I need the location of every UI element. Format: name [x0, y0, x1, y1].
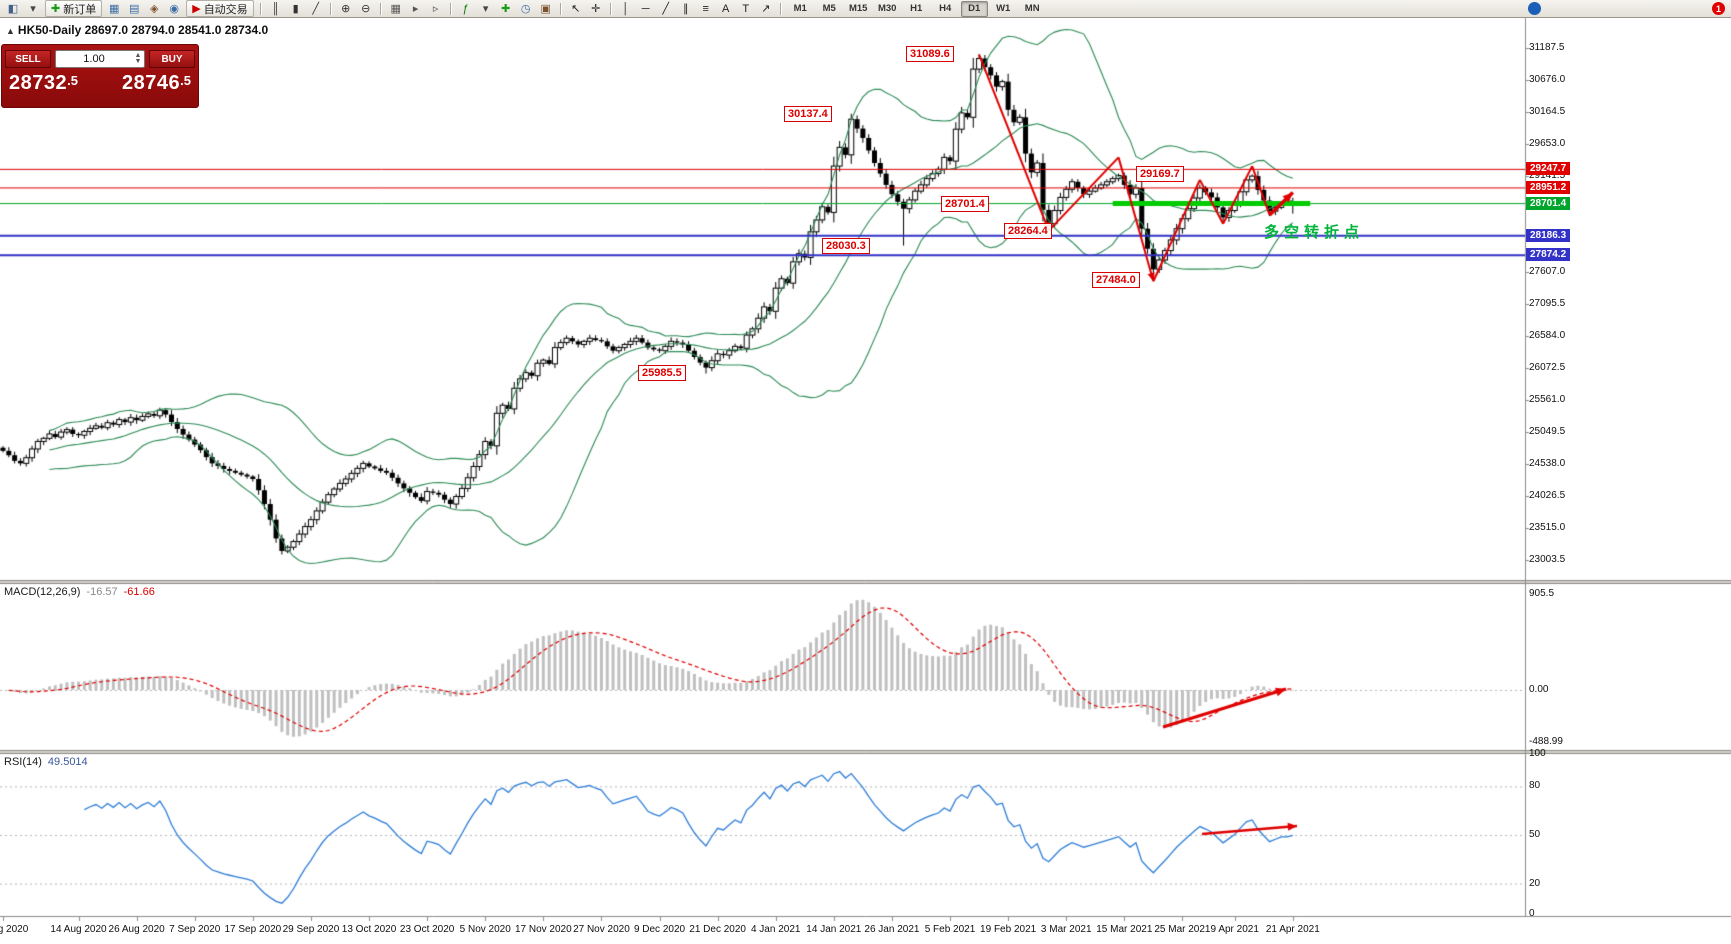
new-order-button[interactable]: ✚ 新订单: [45, 0, 103, 17]
timeframe-button-d1[interactable]: D1: [960, 0, 988, 17]
rsi-indicator-label: RSI(14) 49.5014: [4, 756, 88, 768]
volume-field[interactable]: ▲▼: [55, 50, 145, 68]
timeframe-button-m15[interactable]: M15: [848, 3, 868, 14]
price-label-annotation[interactable]: 28030.3: [822, 238, 870, 254]
chart-symbol-header: ▲ HK50-Daily 28697.0 28794.0 28541.0 2873…: [6, 23, 268, 37]
price-label-annotation[interactable]: 27484.0: [1092, 272, 1140, 288]
auto-scroll-icon[interactable]: ▸: [412, 3, 419, 15]
period-selector-icon[interactable]: ◷: [520, 3, 531, 15]
candlestick-chart-icon[interactable]: ▮: [292, 3, 299, 15]
chart-list-dropdown-icon[interactable]: ▾: [30, 3, 36, 15]
price-line-tag[interactable]: 28701.4: [1526, 196, 1571, 210]
price-line-tag[interactable]: 28186.3: [1526, 228, 1571, 242]
text-icon[interactable]: A: [722, 2, 730, 15]
turning-point-note[interactable]: 多空转折点: [1264, 224, 1365, 241]
timeframe-button-m30[interactable]: M30: [877, 3, 897, 14]
toolbar-separator: [449, 2, 452, 15]
new-order-button-label: 新订单: [63, 3, 97, 16]
fibonacci-icon[interactable]: ≡: [702, 2, 709, 15]
sell-price: 28732.5: [9, 72, 78, 94]
price-label-annotation[interactable]: 28701.4: [941, 196, 989, 212]
timeframe-button-h1[interactable]: H1: [910, 3, 923, 14]
market-watch-icon[interactable]: ▤: [129, 3, 140, 15]
toolbar-separator: [609, 2, 612, 15]
trendline-icon[interactable]: ╱: [662, 3, 669, 15]
new-chart-icon[interactable]: ◧: [7, 3, 19, 15]
timeframe-button-m5[interactable]: M5: [822, 3, 836, 14]
timeframe-button-mn[interactable]: MN: [1024, 3, 1040, 14]
community-icon[interactable]: [1528, 2, 1541, 15]
new-order-icon: ✚: [51, 3, 61, 15]
volume-down-icon[interactable]: ▼: [134, 58, 142, 65]
price-label-annotation[interactable]: 31089.6: [906, 46, 954, 62]
zoom-out-icon[interactable]: ⊖: [361, 3, 371, 15]
one-click-trading-panel[interactable]: SELL ▲▼ BUY 28732.5 28746.5: [1, 44, 199, 108]
zoom-in-icon[interactable]: ⊕: [341, 3, 351, 15]
toolbar-separator: [779, 2, 782, 15]
line-chart-icon[interactable]: ╱: [312, 3, 319, 15]
price-label-annotation[interactable]: 28264.4: [1004, 223, 1052, 239]
indicators-dropdown-icon[interactable]: ▾: [482, 3, 489, 15]
vertical-line-icon[interactable]: │: [622, 2, 630, 15]
price-line-tag[interactable]: 29247.7: [1526, 162, 1571, 176]
sell-button[interactable]: SELL: [5, 50, 51, 68]
crosshair-icon[interactable]: ✛: [591, 3, 601, 15]
charts-grid-icon[interactable]: ▦: [109, 3, 120, 15]
autotrade-button-label: 自动交易: [203, 3, 248, 16]
toolbar-right-icons: 1: [1528, 2, 1728, 15]
volume-input[interactable]: [56, 52, 132, 66]
price-line-tag[interactable]: 27874.2: [1526, 248, 1571, 262]
price-label-annotation[interactable]: 29169.7: [1136, 166, 1184, 182]
ohlc-bars-icon[interactable]: ║: [271, 2, 280, 15]
timeframe-button-h4[interactable]: H4: [939, 3, 952, 14]
chart-symbol-label: HK50-Daily: [17, 23, 82, 37]
indicators-icon[interactable]: ƒ: [462, 2, 469, 15]
timeframe-button-w1[interactable]: W1: [996, 3, 1011, 14]
toolbar-separator: [329, 2, 332, 15]
navigator-icon[interactable]: ◈: [149, 3, 159, 15]
timeframe-button-m1[interactable]: M1: [793, 3, 807, 14]
horizontal-line-icon[interactable]: ─: [641, 2, 650, 15]
autotrade-button[interactable]: ▶ 自动交易: [186, 0, 254, 17]
volume-spinner-icon[interactable]: ▲ ▼: [132, 52, 144, 65]
price-label-annotation[interactable]: 25985.5: [638, 365, 686, 381]
arrow-objects-icon[interactable]: ↗: [761, 3, 771, 15]
macd-indicator-label: MACD(12,26,9) -16.57 -61.66: [4, 586, 155, 598]
volume-up-icon[interactable]: ▲: [134, 52, 142, 59]
toolbar-separator: [559, 2, 562, 15]
templates-icon[interactable]: ▣: [540, 3, 551, 15]
notifications-badge[interactable]: 1: [1712, 2, 1725, 15]
chart-ohlc-values: 28697.0 28794.0 28541.0 28734.0: [84, 23, 269, 37]
toolbar-separator: [259, 2, 262, 15]
buy-button[interactable]: BUY: [149, 50, 195, 68]
text-label-icon[interactable]: T: [742, 2, 750, 15]
chart-shift-icon[interactable]: ▹: [432, 3, 439, 15]
cursor-icon[interactable]: ↖: [571, 3, 581, 15]
add-object-icon[interactable]: ✚: [501, 3, 511, 15]
tile-windows-icon[interactable]: ▦: [390, 3, 401, 15]
buy-price: 28746.5: [122, 72, 191, 94]
toolbar-separator: [379, 2, 382, 15]
price-line-tag[interactable]: 28951.2: [1526, 180, 1571, 194]
price-label-annotation[interactable]: 30137.4: [784, 106, 832, 122]
autotrade-icon: ▶: [192, 3, 201, 15]
one-click-panel-toggle-icon[interactable]: ▲: [6, 26, 15, 36]
terminal-icon[interactable]: ◉: [169, 3, 180, 15]
toolbar: ◧ ▾ ✚ 新订单 ▦ ▤ ◈ ◉ ▶ 自动交易 ║ ▮ ╱ ⊕ ⊖ ▦ ▸ ▹ ƒ ▾ ✚ ◷ ▣ ↖ ✛ │ ─ ╱ ∥ ≡ A T ↗ M1…: [0, 0, 1731, 18]
equidistant-channel-icon[interactable]: ∥: [682, 3, 689, 15]
